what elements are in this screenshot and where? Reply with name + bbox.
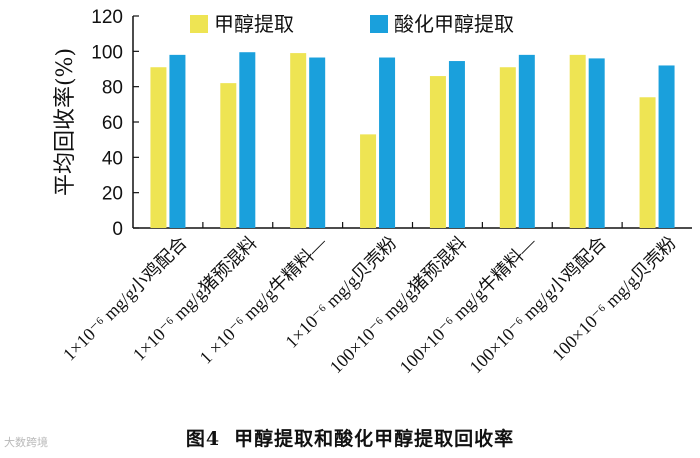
bar xyxy=(169,54,186,228)
bar xyxy=(588,58,605,229)
y-tick-label: 40 xyxy=(102,148,123,169)
bar xyxy=(518,54,535,228)
legend-label: 甲醇提取 xyxy=(214,12,294,36)
y-tick-label: 120 xyxy=(91,7,123,28)
y-tick-label: 20 xyxy=(102,184,123,205)
x-tick-label: 1×10⁻⁶ mg/g猪预混料 xyxy=(129,233,261,365)
bar-chart: 0 20 40 60 80 100 120 平均回收率(%) 1×10⁻⁶ mg/g小鸡配合1×… xyxy=(53,7,692,377)
bar xyxy=(239,52,256,228)
bar xyxy=(309,57,326,229)
bar xyxy=(220,83,237,228)
bar xyxy=(379,57,396,229)
legend-swatch xyxy=(370,15,388,33)
x-tick-label: 100×10⁻⁶ mg/g猪预混料 xyxy=(326,233,471,378)
bar xyxy=(150,67,167,228)
bar xyxy=(569,54,586,228)
y-axis-label: 平均回收率(%) xyxy=(53,48,78,196)
x-tick-label: 100×10⁻⁶ mg/g贝壳粉 xyxy=(548,233,680,365)
x-tick-label: 100×10⁻⁶ mg/g牛精料— xyxy=(396,232,541,377)
x-tick-label: 1×10⁻⁶ mg/g小鸡配合 xyxy=(59,233,191,365)
y-tick-label: 100 xyxy=(91,42,123,63)
figure-caption: 图4 甲醇提取和酸化甲醇提取回收率 xyxy=(0,424,700,451)
bar xyxy=(290,53,307,228)
bar xyxy=(499,67,516,228)
bar xyxy=(448,61,465,228)
bar xyxy=(360,134,377,228)
figure-caption-text: 甲醇提取和酸化甲醇提取回收率 xyxy=(234,428,515,450)
legend: 甲醇提取 酸化甲醇提取 xyxy=(190,12,514,36)
watermark: 大数跨境 xyxy=(4,436,48,449)
y-tick-label: 80 xyxy=(102,78,123,99)
x-tick-label: 1 ×10⁻⁶ mg/g牛精料— xyxy=(196,232,332,368)
legend-label: 酸化甲醇提取 xyxy=(394,12,514,36)
bar xyxy=(658,65,675,228)
bar xyxy=(429,76,446,228)
plot-area: 0 20 40 60 80 100 120 平均回收率(%) 1×10⁻⁶ mg/g小鸡配合1×… xyxy=(53,7,692,377)
y-tick-label: 0 xyxy=(112,219,123,240)
figure-number: 图4 xyxy=(185,428,221,450)
legend-swatch xyxy=(190,15,208,33)
x-tick-label: 100×10⁻⁶ mg/g小鸡配合 xyxy=(465,233,610,378)
bar xyxy=(639,97,656,229)
y-tick-label: 60 xyxy=(102,113,123,134)
